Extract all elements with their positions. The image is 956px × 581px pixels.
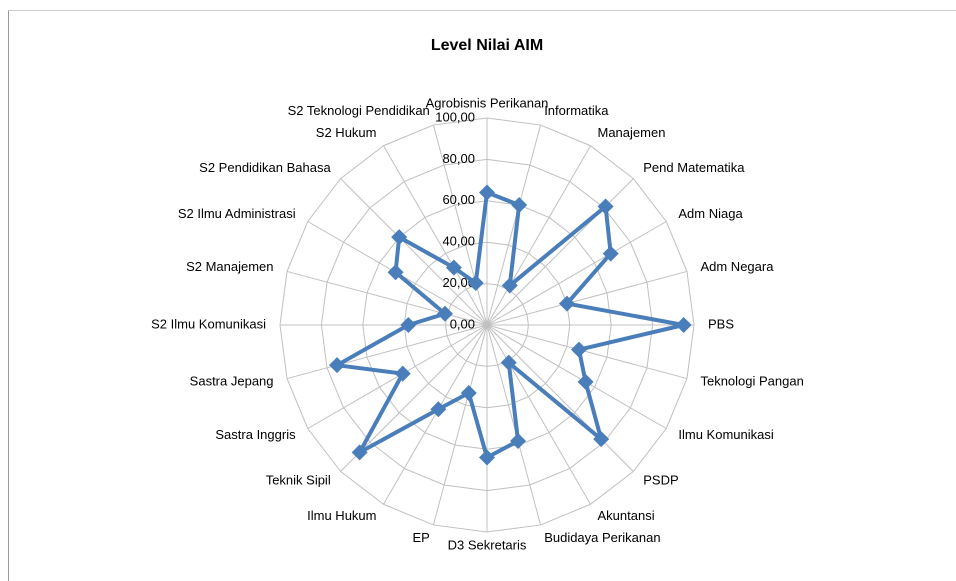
data-point	[351, 444, 368, 461]
spoke	[486, 324, 667, 429]
category-label: Budidaya Perikanan	[544, 530, 660, 545]
data-point	[511, 197, 528, 214]
data-point	[500, 354, 517, 371]
chart-title: Level Nilai AIM	[431, 37, 543, 54]
spoke	[383, 324, 488, 505]
category-label: Adm Negara	[700, 259, 774, 274]
category-label: Ilmu Komunikasi	[678, 427, 773, 442]
category-label: Akuntansi	[598, 508, 655, 523]
category-label: Adm Niaga	[678, 206, 743, 221]
category-label: S2 Ilmu Administrasi	[178, 206, 296, 221]
category-label: Ilmu Hukum	[307, 508, 376, 523]
spoke	[340, 324, 488, 472]
category-label: PSDP	[643, 473, 678, 488]
data-point	[391, 229, 408, 246]
spoke	[286, 270, 488, 326]
spoke	[383, 145, 488, 326]
category-label: S2 Ilmu Komunikasi	[151, 316, 266, 331]
data-point	[430, 401, 447, 418]
data-point	[394, 365, 411, 382]
spoke	[486, 324, 634, 472]
data-point	[501, 277, 518, 294]
category-label: Agrobisnis Perikanan	[426, 95, 549, 110]
data-point	[460, 384, 477, 401]
data-point	[570, 341, 587, 358]
spoke	[486, 221, 667, 326]
data-point	[675, 317, 692, 333]
spoke	[286, 324, 488, 380]
category-label: Sastra Inggris	[215, 427, 296, 442]
spoke	[486, 270, 688, 326]
data-point	[437, 305, 454, 322]
spoke	[486, 145, 591, 326]
category-label: S2 Hukum	[316, 125, 377, 140]
spoke	[486, 124, 542, 326]
category-label: PBS	[708, 316, 734, 331]
data-point	[387, 264, 404, 281]
category-label: Pend Matematika	[643, 160, 745, 175]
spoke	[307, 324, 488, 429]
y-tick-label: 40,00	[442, 234, 475, 249]
spoke	[432, 124, 488, 326]
data-point	[445, 259, 462, 276]
category-label: Manajemen	[598, 125, 666, 140]
data-point	[510, 432, 527, 449]
data-point	[329, 357, 346, 374]
category-label: Teknik Sipil	[266, 473, 331, 488]
category-label: S2 Pendidikan Bahasa	[199, 160, 331, 175]
data-point	[577, 373, 594, 390]
data-point	[479, 184, 495, 201]
category-label: S2 Manajemen	[186, 259, 273, 274]
data-point	[602, 245, 619, 262]
spoke	[432, 324, 488, 526]
spoke	[486, 324, 542, 526]
y-tick-label: 60,00	[442, 192, 475, 207]
category-label: D3 Sekretaris	[448, 537, 527, 552]
data-point	[597, 198, 614, 215]
category-label: Teknologi Pangan	[700, 374, 803, 389]
y-tick-label: 80,00	[442, 151, 475, 166]
data-point	[467, 275, 484, 292]
y-tick-label: 100,00	[435, 109, 475, 124]
category-label: Informatika	[544, 103, 609, 118]
category-label: EP	[412, 530, 429, 545]
data-point	[479, 449, 495, 466]
data-point	[558, 295, 575, 312]
spoke	[486, 324, 591, 505]
data-point	[400, 317, 417, 333]
data-point	[593, 431, 610, 448]
y-tick-label: 0,00	[450, 316, 475, 331]
spoke	[486, 324, 688, 380]
spoke	[340, 178, 488, 326]
category-label: S2 Teknologi Pendidikan	[288, 103, 430, 118]
category-label: Sastra Jepang	[190, 374, 274, 389]
